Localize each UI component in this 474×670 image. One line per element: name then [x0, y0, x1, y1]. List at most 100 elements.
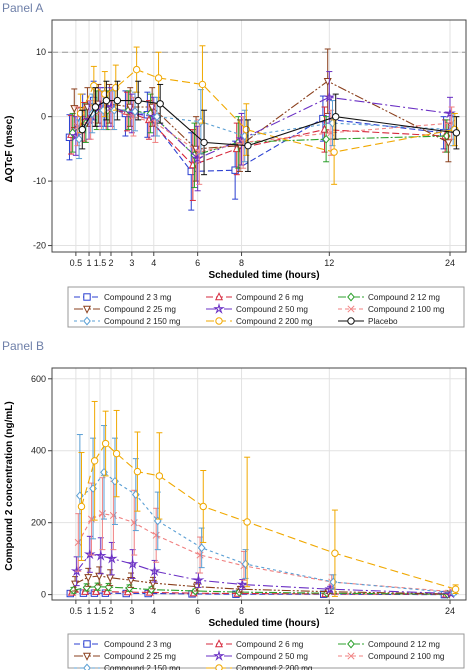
x-tick-label: 3: [129, 258, 134, 268]
data-marker: [332, 112, 340, 121]
data-marker: [101, 439, 110, 448]
x-tick-label: 24: [445, 606, 455, 616]
data-marker: [84, 574, 93, 583]
data-marker: [242, 125, 251, 134]
data-marker: [131, 107, 139, 116]
data-marker: [199, 502, 207, 511]
panel-a-plot-area: [51, 19, 467, 253]
data-marker: [106, 552, 118, 564]
x-tick-label: 3: [129, 606, 134, 616]
legend-box: [67, 286, 465, 328]
data-marker: [328, 118, 337, 128]
data-marker: [132, 65, 141, 74]
panel-a-y-ticks: -20 -10 0 10: [33, 47, 52, 251]
data-marker: [82, 652, 92, 661]
legend-item: Compound 2 12 mg: [338, 292, 440, 302]
data-marker: [71, 580, 80, 589]
legend-item: Compound 2 150 mg: [74, 316, 181, 326]
data-marker: [200, 138, 208, 147]
series-placebo: [78, 80, 461, 176]
data-marker: [87, 515, 95, 523]
data-marker: [148, 565, 161, 577]
data-marker: [111, 476, 119, 486]
legend-item: Compound 2 100 mg: [338, 652, 445, 661]
legend-item: Compound 2 25 mg: [74, 305, 176, 314]
data-marker: [329, 577, 338, 587]
series-line: [80, 442, 456, 590]
data-marker: [244, 141, 252, 150]
panel-a-legend: Compound 2 3 mg Compound 2 6 mg Compound 2…: [67, 286, 465, 328]
panel-b-x-axis-label: Scheduled time (hours): [208, 618, 319, 629]
data-marker: [191, 152, 204, 164]
legend-label: Compound 2 12 mg: [368, 293, 440, 302]
series-line: [81, 100, 457, 147]
data-marker: [347, 639, 355, 649]
series-line: [70, 592, 445, 596]
x-tick-label: 2: [108, 258, 113, 268]
data-marker: [320, 124, 329, 133]
panel-b-x-ticks: 0.5 1 1.5 2 3 4 6 8 12 24: [70, 600, 455, 616]
data-marker: [347, 317, 355, 325]
series-line: [78, 109, 454, 140]
data-marker: [133, 467, 142, 476]
legend-item: Placebo: [338, 317, 398, 326]
plot-border: [51, 19, 467, 253]
y-tick-label: 0: [41, 112, 46, 122]
legend-item: Compound 2 3 mg: [74, 293, 172, 302]
data-marker: [451, 585, 460, 593]
legend-label: Compound 2 25 mg: [104, 652, 176, 661]
data-marker: [215, 664, 223, 670]
series-compound-2-200-mg: [76, 45, 459, 185]
data-marker: [196, 117, 205, 127]
data-marker: [99, 105, 108, 115]
data-marker: [95, 572, 104, 581]
panel-a-y-axis-label: ΔQTcF (msec): [4, 115, 15, 182]
data-marker: [192, 574, 205, 586]
y-tick-label: 400: [31, 446, 46, 456]
data-marker: [214, 292, 224, 301]
panel-b-y-ticks: 0 200 400 600: [31, 374, 52, 600]
data-marker: [83, 663, 91, 670]
data-marker: [95, 549, 107, 561]
data-marker: [444, 139, 453, 148]
data-marker: [331, 549, 339, 557]
data-marker: [323, 91, 336, 103]
legend-label: Placebo: [368, 317, 398, 326]
y-tick-label: 200: [31, 518, 46, 528]
x-tick-label: 24: [445, 258, 455, 268]
x-tick-label: 4: [151, 258, 156, 268]
data-marker: [109, 511, 117, 520]
x-tick-label: 0.5: [70, 258, 83, 268]
panel-a-series: [65, 45, 461, 211]
data-marker: [196, 551, 204, 559]
x-tick-label: 12: [324, 606, 334, 616]
panel-a-chart: Panel A -20 -10 0 10 0.5 1 1.5 2 3 4 6 8 12 24 Sched…: [2, 1, 467, 328]
panel-b-series: [66, 400, 460, 599]
legend-item: Compound 2 200 mg: [206, 317, 313, 326]
data-marker: [87, 116, 95, 124]
data-marker: [213, 649, 225, 661]
legend-item: Compound 2 12 mg: [338, 639, 440, 649]
data-marker: [154, 74, 163, 82]
data-marker: [347, 292, 355, 302]
y-tick-label: 600: [31, 374, 46, 384]
x-tick-label: 1.5: [94, 258, 107, 268]
y-tick-label: 10: [36, 47, 46, 57]
data-marker: [152, 531, 160, 539]
legend-label: Compound 2 6 mg: [236, 293, 304, 302]
data-marker: [322, 134, 330, 144]
x-tick-label: 1: [87, 606, 92, 616]
data-marker: [130, 519, 138, 527]
x-tick-label: 4: [151, 606, 156, 616]
data-marker: [452, 129, 461, 137]
data-marker: [102, 96, 111, 105]
panel-b-chart: Panel B 0 200 400 600 0.5 1 1.5 2 3 4 6 8 12 24 Sche…: [2, 339, 467, 670]
series-line: [73, 586, 448, 595]
legend-label: Compound 2 3 mg: [104, 293, 172, 302]
data-marker: [83, 548, 96, 560]
data-marker: [330, 148, 338, 156]
data-marker: [327, 129, 335, 137]
data-marker: [347, 305, 355, 313]
data-marker: [198, 80, 207, 89]
legend-label: Compound 2 3 mg: [104, 640, 172, 649]
